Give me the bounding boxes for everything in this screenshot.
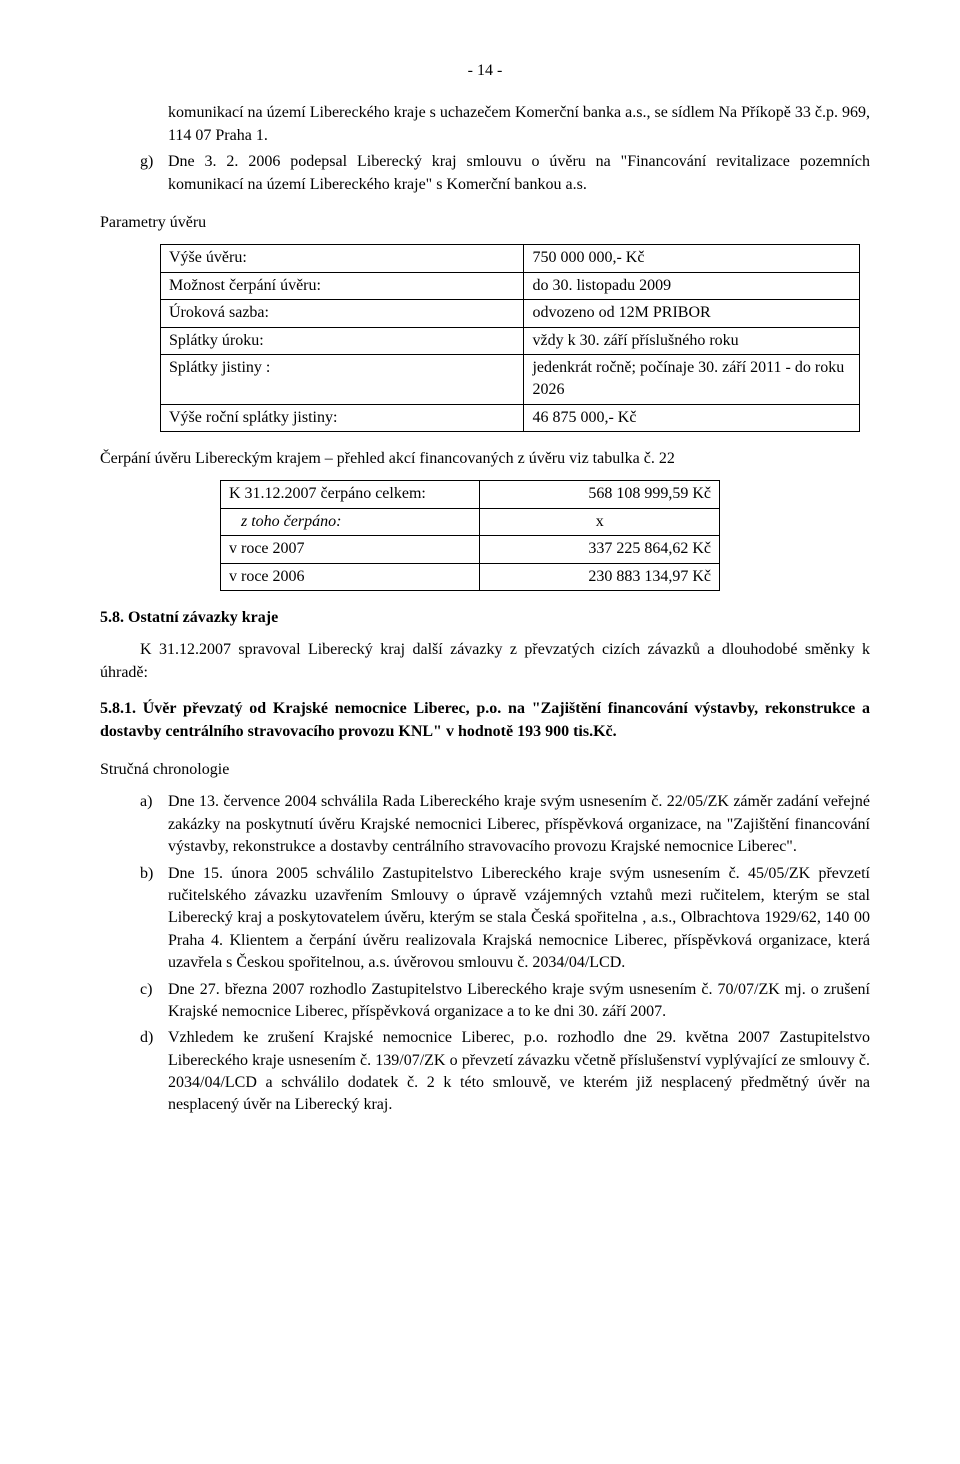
params-label: Výše roční splátky jistiny: [161,404,524,431]
cerpani-value: 568 108 999,59 Kč [480,481,720,508]
params-value: 46 875 000,- Kč [524,404,860,431]
cerpani-value: 337 225 864,62 Kč [480,536,720,563]
heading-5-8-1: 5.8.1. Úvěr převzatý od Krajské nemocnic… [100,698,870,743]
cerpani-label: v roce 2007 [221,536,480,563]
params-row: Úroková sazba:odvozeno od 12M PRIBOR [161,300,860,327]
params-label: Možnost čerpání úvěru: [161,272,524,299]
params-label: Výše úvěru: [161,245,524,272]
params-value: odvozeno od 12M PRIBOR [524,300,860,327]
section-5-8: 5.8. Ostatní závazky kraje [100,607,870,629]
params-row: Splátky jistiny :jedenkrát ročně; počína… [161,354,860,404]
params-row: Výše roční splátky jistiny:46 875 000,- … [161,404,860,431]
params-label: Úroková sazba: [161,300,524,327]
chronology-text: Dne 15. února 2005 schválilo Zastupitels… [168,863,870,975]
params-value: do 30. listopadu 2009 [524,272,860,299]
chronology-marker: c) [140,979,168,1024]
cerpani-label: v roce 2006 [221,563,480,590]
chronology-marker: d) [140,1027,168,1117]
chronology-text: Dne 13. července 2004 schválila Rada Lib… [168,791,870,858]
cerpani-label: K 31.12.2007 čerpáno celkem: [221,481,480,508]
list-marker-g: g) [140,151,168,196]
params-row: Výše úvěru:750 000 000,- Kč [161,245,860,272]
params-value: jedenkrát ročně; počínaje 30. září 2011 … [524,354,860,404]
chronology-marker: b) [140,863,168,975]
chronology-item: d)Vzhledem ke zrušení Krajské nemocnice … [140,1027,870,1117]
chronology-text: Dne 27. března 2007 rozhodlo Zastupitels… [168,979,870,1024]
cerpani-value: 230 883 134,97 Kč [480,563,720,590]
cerpani-row: v roce 2007337 225 864,62 Kč [221,536,720,563]
params-label: Splátky jistiny : [161,354,524,404]
cerpani-paragraph: Čerpání úvěru Libereckým krajem – přehle… [100,448,870,470]
page-number: - 14 - [100,60,870,82]
para-5-8: K 31.12.2007 spravoval Liberecký kraj da… [100,639,870,684]
list-item-g: g) Dne 3. 2. 2006 podepsal Liberecký kra… [140,151,870,196]
chronology-marker: a) [140,791,168,858]
cerpani-row: K 31.12.2007 čerpáno celkem:568 108 999,… [221,481,720,508]
cerpani-value: x [480,508,720,535]
lead-block: komunikací na území Libereckého kraje s … [140,102,870,196]
lead-f-text: komunikací na území Libereckého kraje s … [168,102,870,147]
cerpani-label: z toho čerpáno: [221,508,480,535]
lead-g-text: Dne 3. 2. 2006 podepsal Liberecký kraj s… [168,151,870,196]
params-table: Výše úvěru:750 000 000,- KčMožnost čerpá… [160,244,860,432]
params-row: Splátky úroku:vždy k 30. září příslušnéh… [161,327,860,354]
params-row: Možnost čerpání úvěru:do 30. listopadu 2… [161,272,860,299]
chronology-item: c)Dne 27. března 2007 rozhodlo Zastupite… [140,979,870,1024]
cerpani-table: K 31.12.2007 čerpáno celkem:568 108 999,… [220,480,720,591]
list-marker-empty [140,102,168,147]
chronology-item: a)Dne 13. července 2004 schválila Rada L… [140,791,870,858]
chronology-list: a)Dne 13. července 2004 schválila Rada L… [140,791,870,1116]
cerpani-row: v roce 2006230 883 134,97 Kč [221,563,720,590]
chronology-item: b)Dne 15. února 2005 schválilo Zastupite… [140,863,870,975]
parameters-title: Parametry úvěru [100,212,870,234]
list-item-f-continuation: komunikací na území Libereckého kraje s … [140,102,870,147]
chronology-text: Vzhledem ke zrušení Krajské nemocnice Li… [168,1027,870,1117]
chronology-title: Stručná chronologie [100,759,870,781]
cerpani-row: z toho čerpáno:x [221,508,720,535]
params-label: Splátky úroku: [161,327,524,354]
params-value: 750 000 000,- Kč [524,245,860,272]
params-value: vždy k 30. září příslušného roku [524,327,860,354]
